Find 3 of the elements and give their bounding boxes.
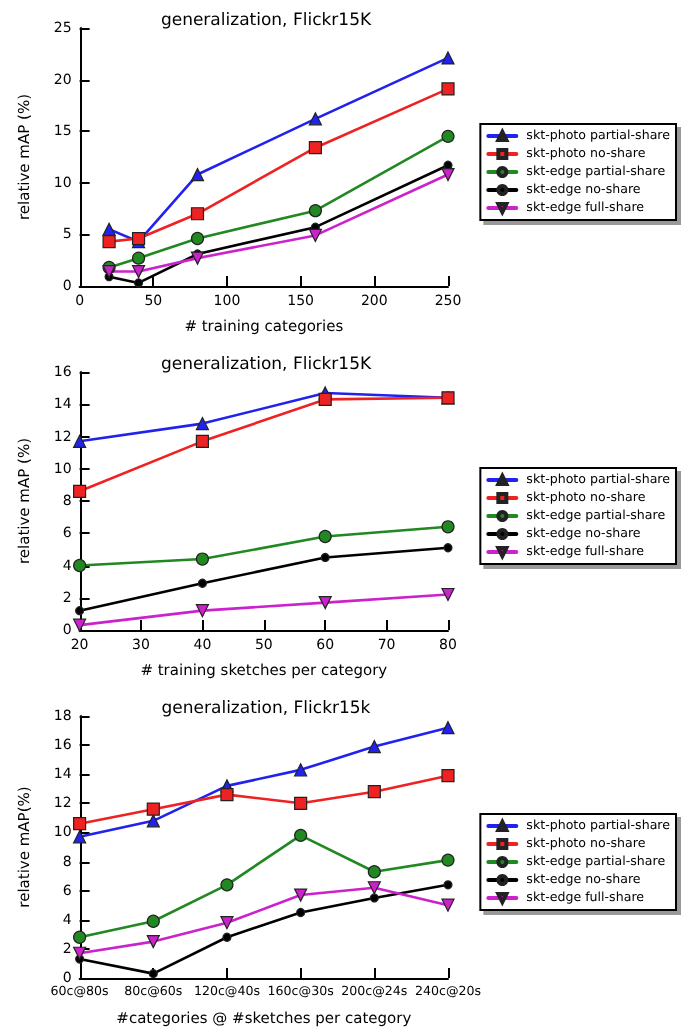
chart-title: generalization, Flickr15K [160, 11, 372, 31]
chart-title: generalization, Flickr15k [161, 699, 371, 719]
chart-title: generalization, Flickr15K [160, 355, 372, 375]
